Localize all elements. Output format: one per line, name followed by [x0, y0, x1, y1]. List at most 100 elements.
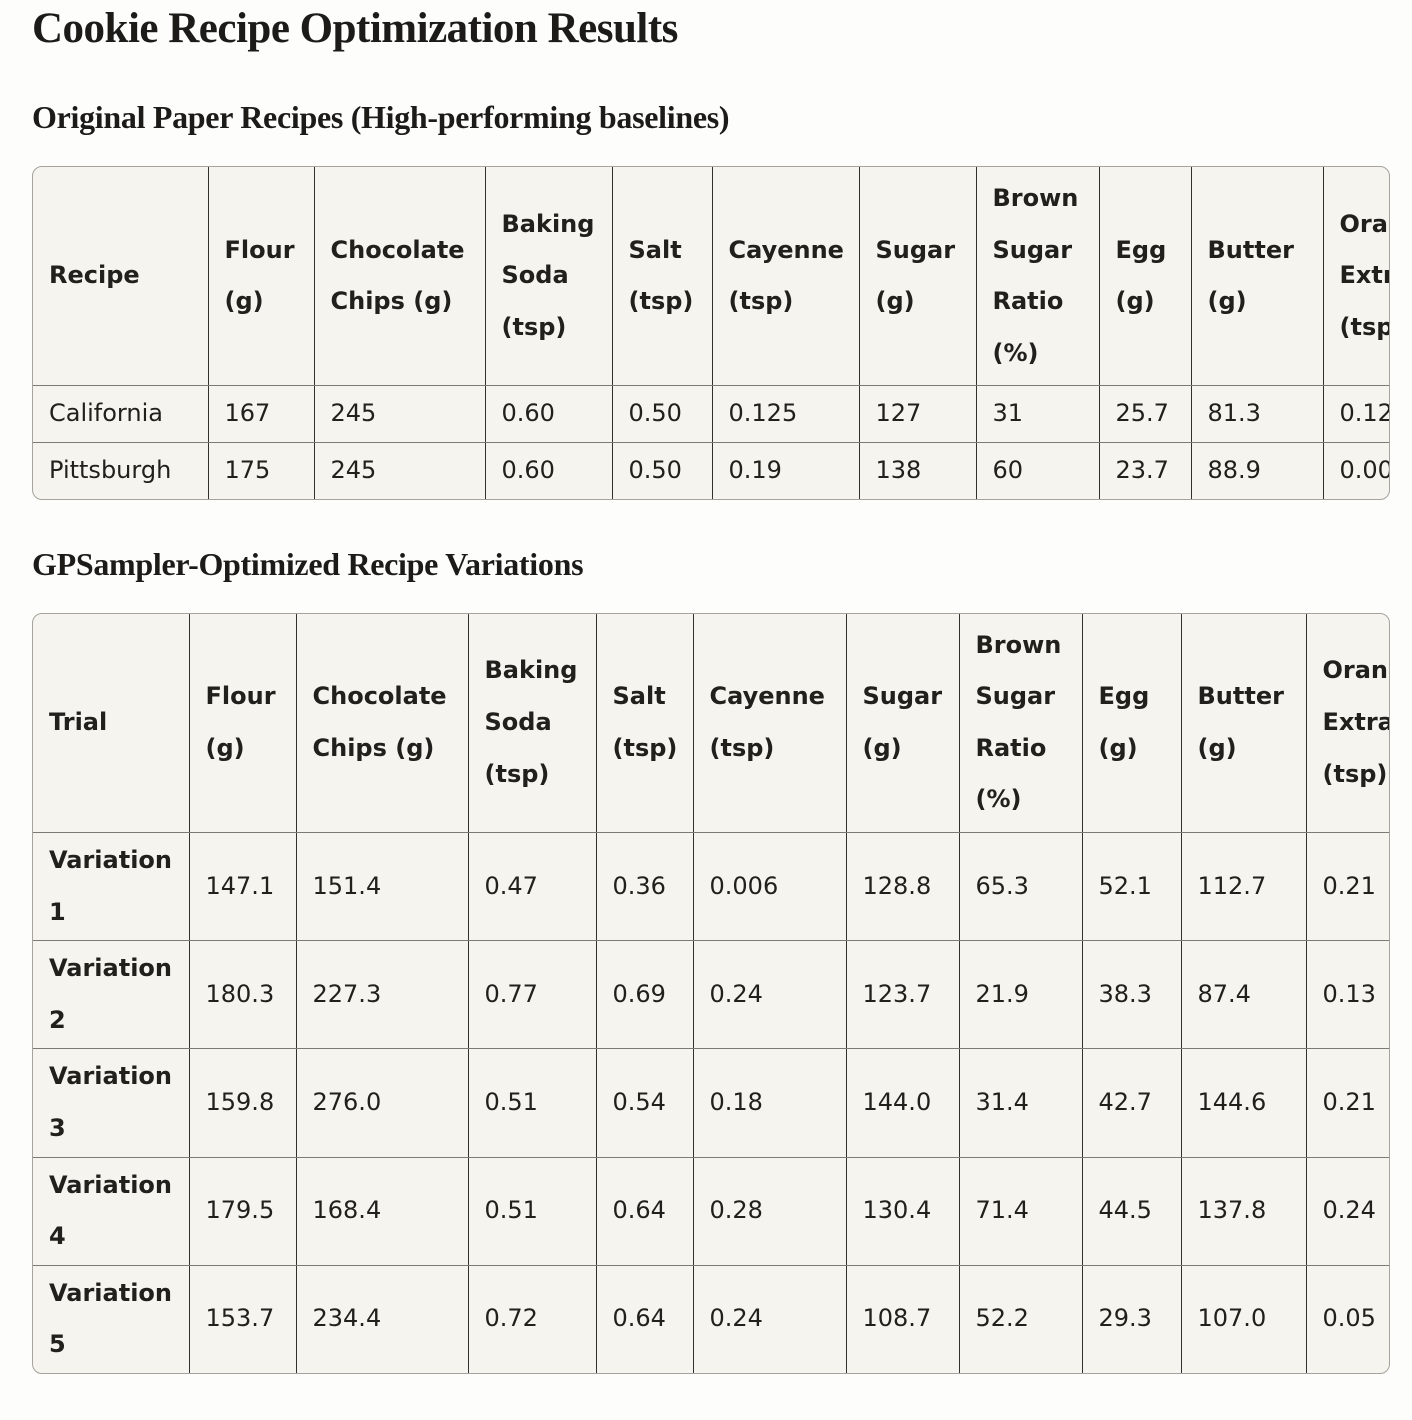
- table-cell: 0.12: [1323, 385, 1389, 443]
- document: { "page": { "title": "Cookie Recipe Opti…: [0, 4, 1412, 1420]
- table-cell: 23.7: [1099, 442, 1192, 499]
- table-cell: 0.28: [693, 1157, 847, 1266]
- row-label: Variation 1: [33, 832, 190, 942]
- row-label: Variation 3: [33, 1048, 190, 1158]
- table-cell: 29.3: [1082, 1265, 1182, 1373]
- table-cell: 138: [859, 442, 977, 499]
- table-row: Variation 3 159.8 276.0 0.51 0.54 0.18 144.0 31…: [33, 1048, 1389, 1158]
- page-title: Cookie Recipe Optimization Results: [32, 5, 678, 52]
- row-label: Pittsburgh: [33, 442, 209, 499]
- table-cell: 123.7: [846, 940, 960, 1050]
- column-header: Brown Sugar Ratio (%): [976, 167, 1100, 387]
- column-header: Sugar (g): [846, 613, 960, 833]
- table-cell: 0.50: [612, 442, 713, 499]
- column-header: Orange Extract (tsp): [1306, 613, 1389, 833]
- table-cell: 130.4: [846, 1157, 960, 1266]
- table-cell: 0.60: [485, 385, 613, 443]
- table-cell: 38.3: [1082, 940, 1182, 1050]
- table-cell: 0.00: [1323, 442, 1389, 499]
- header-row: Trial Flour (g) Chocolate Chips (g) Baking …: [33, 613, 1389, 833]
- section-original-paper-recipes: Original Paper Recipes (High-performing …: [32, 99, 1412, 500]
- table-cell: 276.0: [296, 1048, 469, 1158]
- table-cell: 151.4: [296, 832, 469, 942]
- table-cell: 245: [314, 442, 486, 499]
- gpsampler-variations-table: Trial Flour (g) Chocolate Chips (g) Baking …: [33, 613, 1389, 1373]
- table-cell: 0.24: [1306, 1157, 1389, 1266]
- table-cell: 0.21: [1306, 1048, 1389, 1158]
- table-cell: 234.4: [296, 1265, 469, 1373]
- section-heading-gpsampler-variations: GPSampler-Optimized Recipe Variations: [32, 545, 584, 582]
- table-cell: 0.18: [693, 1048, 847, 1158]
- table-cell: 112.7: [1181, 832, 1307, 942]
- table-cell: 21.9: [959, 940, 1083, 1050]
- table-row: Variation 2 180.3 227.3 0.77 0.69 0.24 123.7 21…: [33, 940, 1389, 1050]
- table-cell: 107.0: [1181, 1265, 1307, 1373]
- table-cell: 60: [976, 442, 1100, 499]
- table-cell: 0.77: [468, 940, 597, 1050]
- table-cell: 65.3: [959, 832, 1083, 942]
- table-cell: 0.125: [712, 385, 860, 443]
- table-row: Variation 4 179.5 168.4 0.51 0.64 0.28 130.4 71…: [33, 1157, 1389, 1266]
- column-header: Chocolate Chips (g): [296, 613, 469, 833]
- table-cell: 0.13: [1306, 940, 1389, 1050]
- table-row: Pittsburgh 175 245 0.60 0.50 0.19 138 60 23.7 88.…: [33, 442, 1389, 499]
- table-cell: 0.64: [596, 1157, 694, 1266]
- column-header: Butter (g): [1191, 167, 1324, 387]
- gpsampler-variations-table-container: Trial Flour (g) Chocolate Chips (g) Baking …: [32, 612, 1390, 1374]
- table-cell: 0.51: [468, 1157, 597, 1266]
- table-cell: 153.7: [189, 1265, 297, 1373]
- column-header: Salt (tsp): [612, 167, 713, 387]
- table-cell: 227.3: [296, 940, 469, 1050]
- column-header: Chocolate Chips (g): [314, 167, 486, 387]
- table-cell: 179.5: [189, 1157, 297, 1266]
- table-cell: 137.8: [1181, 1157, 1307, 1266]
- column-header: Brown Sugar Ratio (%): [959, 613, 1083, 833]
- table-cell: 0.21: [1306, 832, 1389, 942]
- table-row: California 167 245 0.60 0.50 0.125 127 31 25.7 81…: [33, 385, 1389, 443]
- table-cell: 147.1: [189, 832, 297, 942]
- table-row: Variation 5 153.7 234.4 0.72 0.64 0.24 108.7 52…: [33, 1265, 1389, 1373]
- column-header: Orange Extract (tsp): [1323, 167, 1389, 387]
- table-cell: 175: [208, 442, 315, 499]
- table-cell: 144.0: [846, 1048, 960, 1158]
- table-cell: 128.8: [846, 832, 960, 942]
- column-header: Cayenne (tsp): [693, 613, 847, 833]
- table-cell: 88.9: [1191, 442, 1324, 499]
- column-header: Sugar (g): [859, 167, 977, 387]
- table-cell: 0.72: [468, 1265, 597, 1373]
- table-cell: 31: [976, 385, 1100, 443]
- table-cell: 127: [859, 385, 977, 443]
- table-cell: 0.24: [693, 940, 847, 1050]
- column-header: Cayenne (tsp): [712, 167, 860, 387]
- column-header: Trial: [33, 613, 190, 833]
- column-header: Egg (g): [1099, 167, 1192, 387]
- table-cell: 0.006: [693, 832, 847, 942]
- table-cell: 0.54: [596, 1048, 694, 1158]
- table-cell: 0.60: [485, 442, 613, 499]
- table-cell: 44.5: [1082, 1157, 1182, 1266]
- section-gpsampler-variations: GPSampler-Optimized Recipe Variations Tr…: [32, 546, 1412, 1374]
- table-cell: 245: [314, 385, 486, 443]
- column-header: Butter (g): [1181, 613, 1307, 833]
- table-cell: 0.64: [596, 1265, 694, 1373]
- table-cell: 167: [208, 385, 315, 443]
- table-cell: 52.1: [1082, 832, 1182, 942]
- column-header: Baking Soda (tsp): [468, 613, 597, 833]
- column-header: Baking Soda (tsp): [485, 167, 613, 387]
- table-cell: 0.69: [596, 940, 694, 1050]
- table-cell: 0.50: [612, 385, 713, 443]
- table-cell: 0.19: [712, 442, 860, 499]
- table-cell: 168.4: [296, 1157, 469, 1266]
- table-cell: 87.4: [1181, 940, 1307, 1050]
- original-recipes-table-container: Recipe Flour (g) Chocolate Chips (g) Baking…: [32, 166, 1390, 500]
- table-cell: 0.51: [468, 1048, 597, 1158]
- table-cell: 0.05: [1306, 1265, 1389, 1373]
- original-recipes-table: Recipe Flour (g) Chocolate Chips (g) Baking…: [33, 167, 1389, 499]
- table-cell: 159.8: [189, 1048, 297, 1158]
- column-header: Egg (g): [1082, 613, 1182, 833]
- header-row: Recipe Flour (g) Chocolate Chips (g) Baking…: [33, 167, 1389, 387]
- table-cell: 42.7: [1082, 1048, 1182, 1158]
- column-header: Salt (tsp): [596, 613, 694, 833]
- table-cell: 52.2: [959, 1265, 1083, 1373]
- table-cell: 108.7: [846, 1265, 960, 1373]
